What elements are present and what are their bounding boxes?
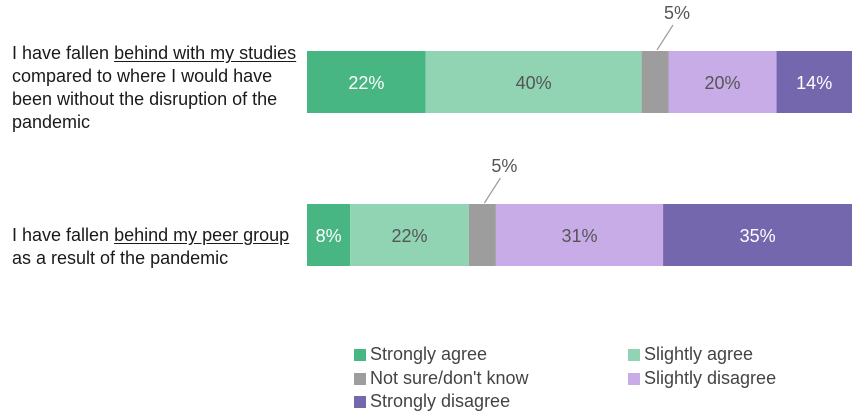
question-1-emphasis: behind with my studies bbox=[114, 43, 297, 63]
bar-segment-q2-s5 bbox=[663, 204, 852, 266]
question-1-label: I have fallen behind with my studies com… bbox=[12, 42, 297, 134]
bar-segment-q2-s1 bbox=[307, 204, 351, 266]
stacked-bar-chart: 22% 40% 5% 20% 14% 8% 22% 5% 31% 35% bbox=[307, 3, 852, 266]
legend-item-2: Slightly agree bbox=[628, 344, 753, 365]
legend-label-4: Slightly disagree bbox=[644, 368, 777, 388]
question-1-pre: I have fallen bbox=[12, 43, 115, 63]
data-label-q1-s5: 14% bbox=[796, 73, 832, 93]
legend-item-4: Slightly disagree bbox=[628, 368, 776, 389]
legend-swatch-5 bbox=[354, 395, 366, 408]
bar-segment-q1-s3 bbox=[641, 51, 669, 113]
bar-segment-q1-s4 bbox=[668, 51, 777, 113]
legend-swatch-2 bbox=[628, 348, 640, 361]
legend-item-3: Not sure/don't know bbox=[354, 368, 529, 389]
question-2-label: I have fallen behind my peer group as a … bbox=[12, 224, 297, 270]
question-1-post: compared to where I would have been with… bbox=[12, 66, 278, 132]
bar-segment-q2-s4 bbox=[495, 204, 664, 266]
data-label-q1-s1: 22% bbox=[348, 73, 384, 93]
legend-label-2: Slightly agree bbox=[644, 344, 754, 364]
data-label-q2-s4: 31% bbox=[561, 226, 597, 246]
legend-swatch-3 bbox=[354, 372, 366, 385]
bar-segment-q2-s2 bbox=[350, 204, 469, 266]
legend-item-5: Strongly disagree bbox=[354, 391, 510, 412]
data-label-q1-s3: 5% bbox=[664, 3, 690, 23]
legend-item-1: Strongly agree bbox=[354, 344, 487, 365]
data-label-q2-s1: 8% bbox=[316, 226, 342, 246]
legend-label-3: Not sure/don't know bbox=[370, 368, 529, 388]
bar-segment-q1-s2 bbox=[425, 51, 642, 113]
bar-segment-q1-s1 bbox=[307, 51, 426, 113]
legend-label-5: Strongly disagree bbox=[370, 391, 511, 411]
leader-line-q2-s3 bbox=[483, 177, 501, 204]
data-label-q1-s2: 40% bbox=[516, 73, 552, 93]
leader-line-q1-s3 bbox=[656, 24, 674, 51]
data-label-q1-s4: 20% bbox=[704, 73, 740, 93]
legend-label-1: Strongly agree bbox=[370, 344, 488, 364]
question-2-post: as a result of the pandemic bbox=[12, 248, 229, 268]
data-label-q2-s3: 5% bbox=[491, 156, 517, 176]
question-2-pre: I have fallen bbox=[12, 225, 115, 245]
bar-segment-q2-s3 bbox=[468, 204, 496, 266]
bar-segment-q1-s5 bbox=[776, 51, 852, 113]
question-2-emphasis: behind my peer group bbox=[114, 225, 290, 245]
legend-swatch-1 bbox=[354, 348, 366, 361]
data-label-q2-s2: 22% bbox=[391, 226, 427, 246]
data-label-q2-s5: 35% bbox=[740, 226, 776, 246]
legend-swatch-4 bbox=[628, 372, 640, 385]
